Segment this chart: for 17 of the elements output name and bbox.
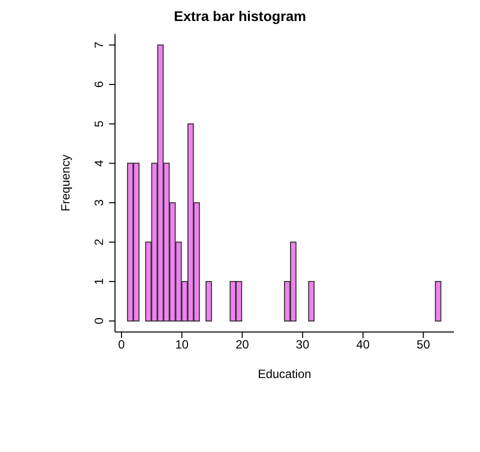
y-tick-label: 3 [92,199,106,206]
x-tick-label: 10 [175,338,189,352]
y-tick-label: 0 [92,317,106,324]
y-tick-label: 2 [92,238,106,246]
x-tick-label: 0 [118,338,126,352]
y-tick-label: 7 [92,41,106,48]
x-tick-label: 40 [356,338,370,352]
x-tick-label: 20 [236,338,250,352]
y-tick-label: 1 [92,278,106,285]
y-tick-label: 6 [92,80,106,88]
y-tick-label: 4 [92,160,106,167]
x-tick-label: 30 [296,338,310,352]
y-axis-title: Frequency [58,154,72,212]
x-tick-label: 50 [416,338,430,352]
chart-title: Extra bar histogram [172,8,308,24]
x-axis-title: Education [258,367,312,381]
y-tick-label: 5 [92,120,106,128]
